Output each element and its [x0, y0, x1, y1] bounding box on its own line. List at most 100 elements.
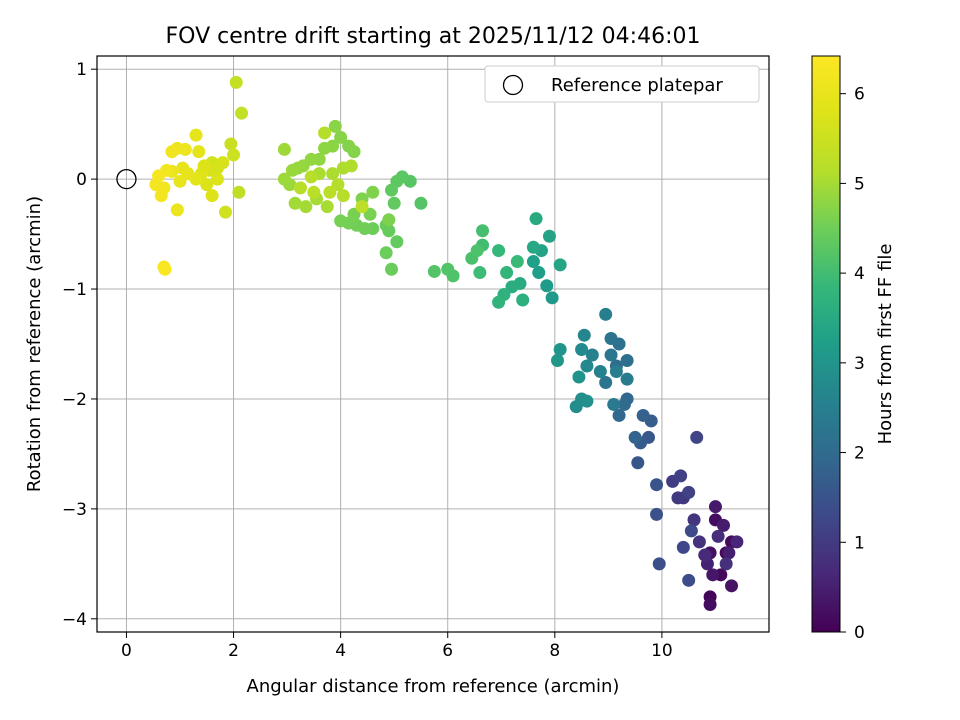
data-point: [599, 307, 613, 321]
x-tick-label: 2: [228, 641, 239, 661]
data-point: [304, 170, 318, 184]
data-point: [200, 178, 214, 192]
data-point: [219, 205, 233, 219]
colorbar-tick-label: 0: [854, 623, 865, 643]
data-point: [387, 196, 401, 210]
colorbar-tick-label: 3: [854, 354, 865, 374]
data-point: [229, 75, 243, 89]
data-point: [572, 370, 586, 384]
colorbar-tick-label: 5: [854, 174, 865, 194]
data-point: [414, 196, 428, 210]
data-point: [580, 394, 594, 408]
data-point: [593, 364, 607, 378]
data-point: [516, 293, 530, 307]
colorbar-tick-label: 2: [854, 444, 865, 464]
data-point: [577, 328, 591, 342]
y-axis-label: Rotation from reference (arcmin): [24, 196, 45, 492]
data-point: [612, 408, 626, 422]
data-point: [331, 178, 345, 192]
data-point: [158, 262, 172, 276]
data-point: [706, 568, 720, 582]
data-point: [703, 598, 717, 612]
data-point: [684, 524, 698, 538]
data-point: [285, 163, 299, 177]
y-tick-label: −3: [62, 500, 87, 520]
x-tick-label: 10: [651, 641, 673, 661]
plot-frame: [96, 55, 770, 633]
data-point: [197, 159, 211, 173]
data-point: [173, 174, 187, 188]
data-point: [232, 185, 246, 199]
data-point: [152, 169, 166, 183]
data-point: [716, 518, 730, 532]
data-point: [427, 264, 441, 278]
data-point: [620, 353, 634, 367]
data-point: [719, 557, 733, 571]
data-point: [722, 546, 736, 560]
colorbar-tick-label: 4: [854, 264, 865, 284]
y-tick-label: −4: [62, 610, 87, 630]
data-point: [235, 106, 249, 120]
data-point: [390, 235, 404, 249]
x-tick-label: 6: [442, 641, 453, 661]
x-axis-label: Angular distance from reference (arcmin): [247, 676, 620, 697]
data-point: [318, 141, 332, 155]
data-point: [473, 266, 487, 280]
data-point: [725, 579, 739, 593]
data-point: [165, 145, 179, 159]
legend-box: [484, 65, 760, 103]
colorbar-label: Hours from first FF file: [875, 244, 896, 445]
data-point: [385, 262, 399, 276]
legend-marker-open-circle: [502, 74, 524, 96]
data-point: [631, 456, 645, 470]
data-point: [682, 485, 696, 499]
grid: [97, 56, 769, 632]
y-tick-label: 1: [76, 60, 87, 80]
legend: Reference platepar: [484, 65, 760, 103]
data-point: [636, 408, 650, 422]
data-point: [492, 295, 506, 309]
data-point: [650, 507, 664, 521]
data-point: [652, 557, 666, 571]
data-point: [192, 145, 206, 159]
data-point: [334, 130, 348, 144]
data-point: [385, 183, 399, 197]
data-point: [730, 535, 744, 549]
colorbar: 0 1 2 3 4 5 6 Hours from first FF file: [811, 55, 896, 643]
data-point: [441, 262, 455, 276]
colorbar-gradient: [811, 55, 841, 633]
y-axis-ticks: −4 −3 −2 −1 0 1: [62, 60, 97, 630]
data-point: [607, 397, 621, 411]
data-point: [347, 207, 361, 221]
data-points: [149, 75, 744, 612]
data-point: [363, 207, 377, 221]
x-axis-ticks: 0 2 4 6 8 10: [121, 632, 673, 661]
data-point: [532, 266, 546, 280]
data-point: [344, 159, 358, 173]
data-point: [492, 244, 506, 258]
data-point: [609, 364, 623, 378]
data-point: [526, 255, 540, 269]
data-point: [210, 172, 224, 186]
data-point: [585, 348, 599, 362]
data-point: [692, 535, 706, 549]
data-point: [674, 469, 688, 483]
colorbar-ticks: 0 1 2 3 4 5 6: [840, 85, 865, 643]
data-point: [553, 342, 567, 356]
data-point: [366, 185, 380, 199]
data-point: [355, 200, 369, 214]
data-point: [500, 266, 514, 280]
reference-marker: [116, 168, 137, 190]
data-point: [604, 332, 618, 346]
data-point: [227, 148, 241, 162]
data-point: [476, 224, 490, 238]
data-point: [580, 359, 594, 373]
data-point: [320, 200, 334, 214]
data-point: [189, 128, 203, 142]
data-point: [650, 478, 664, 492]
x-tick-label: 0: [121, 641, 132, 661]
data-point: [671, 491, 685, 505]
data-point: [224, 137, 238, 151]
